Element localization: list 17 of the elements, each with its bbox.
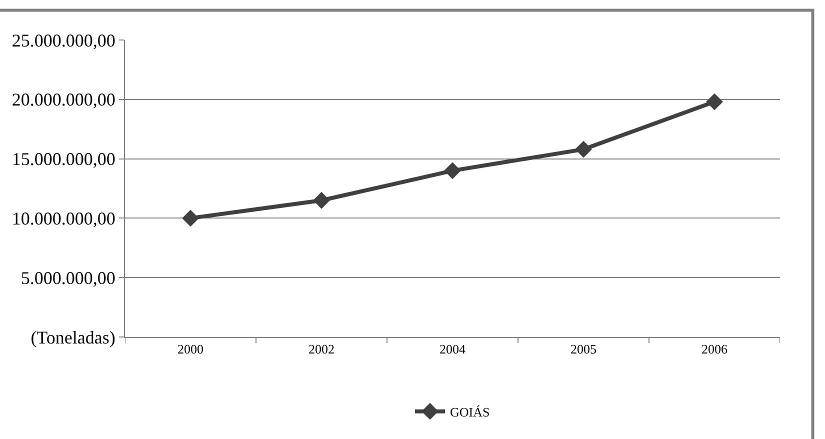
y-tick-label: 20.000.000,00 [12,90,116,110]
point [575,140,592,158]
y-tick-label: 5.000.000,00 [20,268,116,288]
x-tick-label: 2005 [570,342,596,357]
point [313,192,330,209]
y-tick-label: 15.000.000,00 [12,149,116,170]
point [706,93,723,110]
y-tick-label: 25.000.000,00 [12,30,116,50]
y-tick-label: (Toneladas) [30,327,116,348]
x-tick-label: 2006 [702,342,728,357]
point [444,162,461,180]
x-tick-label: 2000 [178,342,204,357]
legend-label: GOIÁS [450,404,490,420]
x-tick-label: 2002 [308,342,334,357]
x-tick-label: 2004 [440,342,466,357]
point [182,210,199,227]
y-tick-label: 10.000.000,00 [12,208,116,228]
